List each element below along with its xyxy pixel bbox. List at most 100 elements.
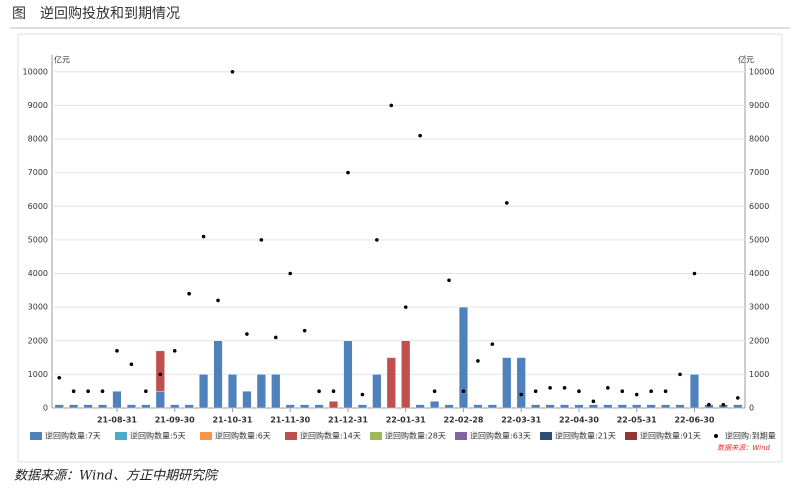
bar — [184, 404, 194, 409]
bar — [531, 404, 541, 409]
y-tick-label: 4000 — [28, 269, 48, 278]
point — [288, 271, 293, 276]
bar — [242, 390, 252, 409]
y-unit-right: 亿元 — [738, 55, 754, 65]
point — [331, 389, 336, 393]
bar — [689, 374, 700, 409]
y-tick-label: 5000 — [28, 235, 48, 244]
legend-swatch — [200, 432, 212, 440]
legend-swatch — [540, 432, 552, 440]
point — [490, 342, 495, 346]
point — [216, 298, 220, 303]
bar — [603, 404, 613, 409]
legend-label: 逆回购:到期量 — [725, 431, 776, 441]
chart-frame — [17, 33, 783, 463]
point — [302, 328, 307, 333]
bar — [646, 404, 656, 409]
bar — [574, 404, 584, 409]
point — [403, 305, 408, 309]
bar — [314, 404, 324, 409]
point — [57, 375, 62, 380]
bar — [588, 404, 598, 409]
bar — [285, 404, 295, 409]
bar — [97, 404, 108, 409]
bar — [401, 340, 411, 409]
bar — [473, 404, 483, 409]
x-tick-label: 22-04-30 — [559, 416, 599, 425]
bar — [617, 404, 627, 409]
y-tick-label: 9000 — [28, 101, 48, 110]
bar — [256, 374, 266, 409]
point — [389, 103, 394, 108]
bar — [329, 401, 339, 409]
bar — [199, 374, 209, 409]
bar — [141, 404, 151, 409]
point — [634, 392, 639, 397]
point — [230, 70, 235, 74]
x-tick-label: 22-05-31 — [617, 416, 657, 425]
point — [432, 389, 437, 393]
bar — [343, 340, 353, 409]
bar — [560, 404, 570, 409]
bar — [733, 404, 743, 409]
y2-tick-label: 5000 — [749, 235, 769, 244]
point — [461, 389, 466, 393]
point — [201, 234, 206, 239]
legend-label: 逆回购数量:14天 — [300, 431, 361, 441]
point — [129, 362, 134, 367]
x-tick-label: 21-10-31 — [212, 416, 252, 425]
chart-title: 图 逆回购投放和到期情况 — [12, 6, 180, 22]
y-tick-label: 3000 — [28, 303, 48, 312]
point — [606, 386, 610, 390]
bar — [545, 404, 555, 409]
source-note: 数据来源：Wind — [717, 444, 770, 452]
legend-label: 逆回购数量:63天 — [470, 431, 531, 441]
point — [548, 386, 552, 390]
point — [533, 389, 538, 393]
point — [172, 349, 177, 353]
point — [317, 389, 321, 393]
y2-tick-label: 0 — [749, 404, 754, 413]
bar — [502, 357, 512, 409]
y-tick-label: 7000 — [28, 168, 48, 177]
point — [273, 335, 278, 340]
point — [187, 291, 191, 296]
bar — [112, 390, 122, 409]
y2-tick-label: 1000 — [749, 370, 769, 379]
point — [71, 389, 76, 393]
y-tick-label: 8000 — [28, 135, 48, 144]
x-tick-label: 22-03-31 — [501, 416, 541, 425]
bar — [155, 350, 165, 392]
y-tick-label: 2000 — [28, 336, 48, 345]
point — [346, 170, 350, 175]
point — [144, 389, 148, 393]
x-tick-label: 21-09-30 — [155, 416, 195, 425]
point — [591, 399, 596, 404]
legend-label: 逆回购数量:6天 — [215, 431, 271, 441]
legend-label: 逆回购数量:21天 — [555, 431, 616, 441]
bar — [69, 404, 79, 409]
y2-tick-label: 9000 — [749, 101, 769, 110]
bar — [675, 404, 685, 409]
bar — [271, 374, 281, 409]
x-tick-label: 21-12-31 — [328, 416, 368, 425]
legend-swatch — [455, 432, 467, 440]
bar — [126, 404, 136, 409]
point — [259, 238, 264, 242]
x-tick-label: 21-11-30 — [270, 416, 310, 425]
bar — [54, 404, 64, 409]
bar — [155, 390, 165, 409]
x-tick-label: 21-08-31 — [97, 416, 137, 425]
bar — [170, 404, 180, 409]
point — [649, 389, 653, 393]
legend-swatch — [30, 432, 42, 440]
point — [418, 133, 422, 138]
point — [100, 389, 105, 393]
point — [504, 201, 509, 205]
y-tick-label: 10000 — [23, 67, 48, 76]
legend-swatch — [115, 432, 127, 440]
point — [735, 396, 740, 400]
legend-swatch — [625, 432, 637, 440]
point — [375, 238, 379, 242]
